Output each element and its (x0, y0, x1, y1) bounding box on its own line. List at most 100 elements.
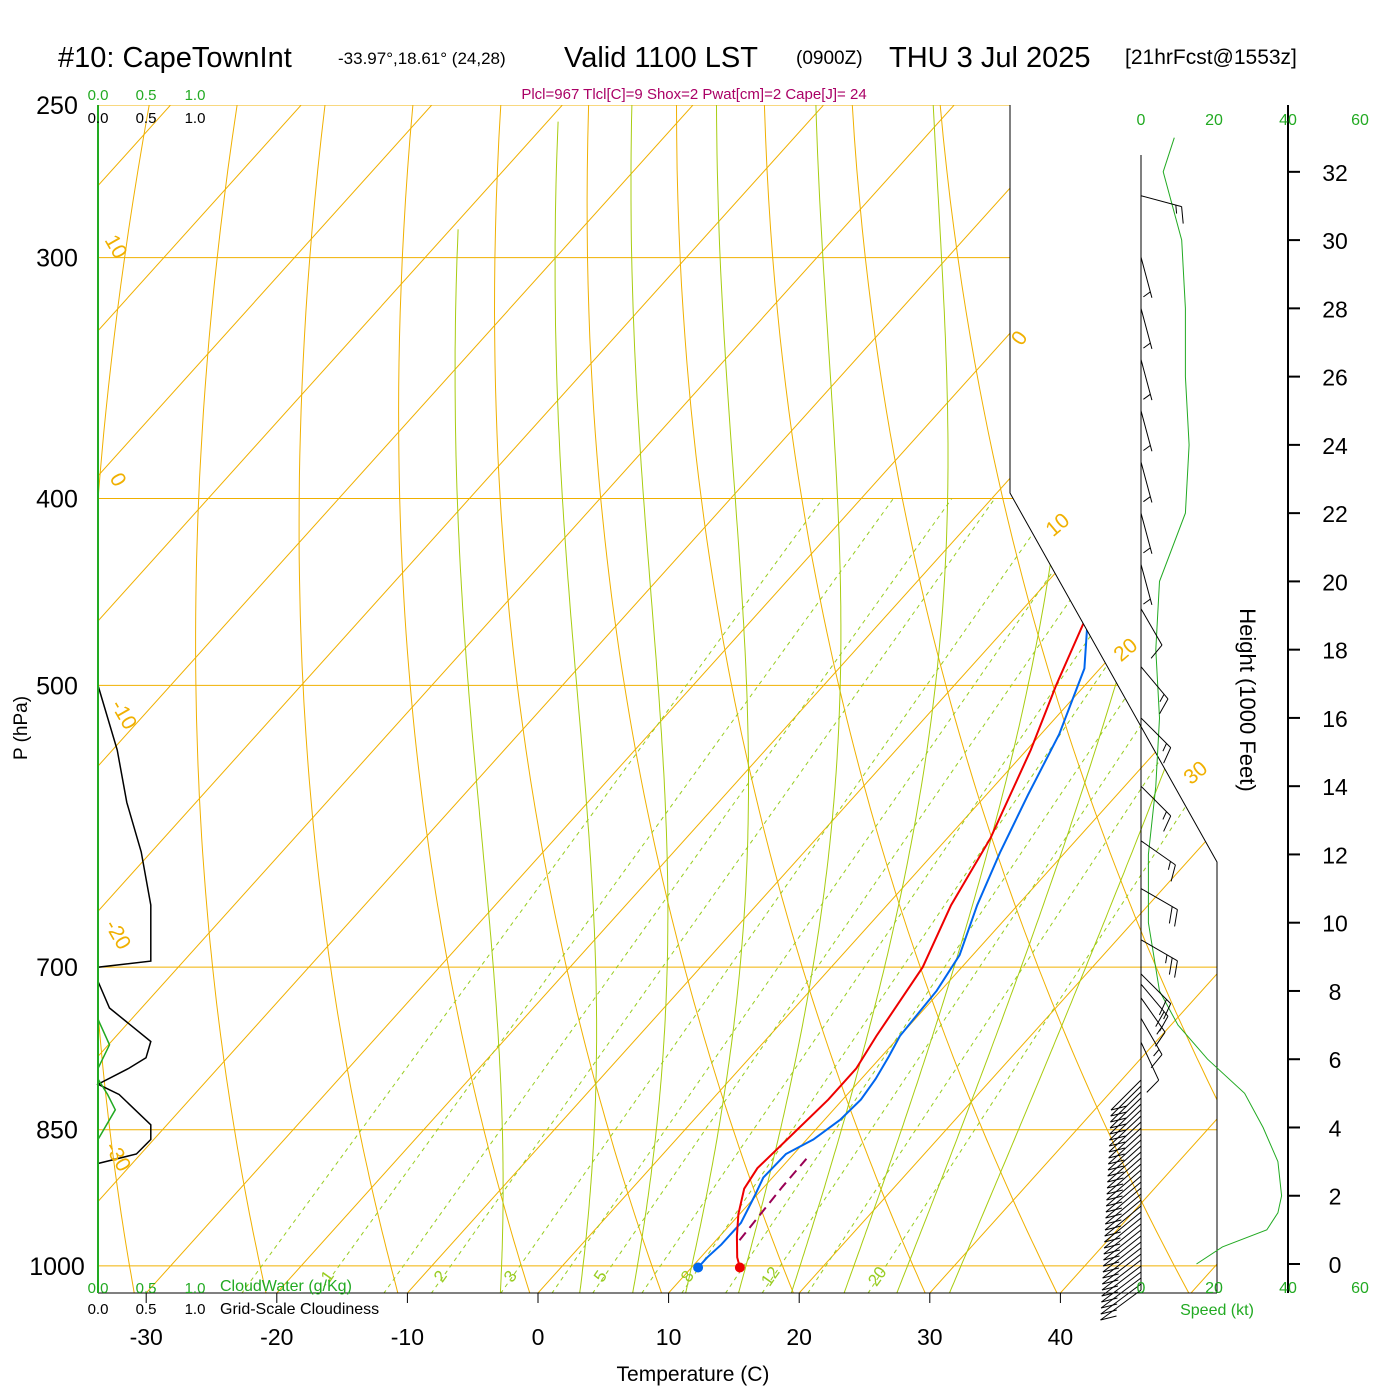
barb-half-flag (1159, 694, 1165, 702)
wind-barb-lowlevel (1107, 1133, 1142, 1165)
cloudwater-label: CloudWater (g/Kg) (220, 1278, 352, 1295)
valid-time: Valid 1100 LST (564, 42, 758, 74)
barb-staff (1140, 308, 1153, 350)
barb-flag (1163, 1003, 1172, 1020)
moist-adiabat (943, 105, 1217, 1293)
barb-staff (1108, 1121, 1142, 1153)
barb-staff (1140, 1018, 1163, 1055)
wind-barb (1140, 840, 1176, 882)
speed-tick-top: 0 (1137, 112, 1146, 129)
barb-staff (1109, 1103, 1142, 1135)
barb-staff (1101, 1271, 1142, 1303)
dry-adiabat (675, 105, 932, 1293)
barb-staff (1100, 1277, 1142, 1309)
wind-barb-lowlevel (1101, 1271, 1142, 1303)
barb-staff (1106, 1157, 1142, 1189)
height-tick-label: 30 (1322, 228, 1348, 254)
barb-staff (1101, 1265, 1142, 1297)
barb-staff (1140, 513, 1153, 554)
barb-staff (1109, 1109, 1142, 1141)
cloudiness-tick-top: 0.0 (88, 110, 109, 127)
pressure-tick-label: 850 (36, 1117, 78, 1145)
cloudwater-tick-top: 1.0 (185, 87, 206, 104)
barb-half-flag (1162, 743, 1167, 752)
valid-zulu: (0900Z) (796, 48, 863, 69)
isotherm (264, 105, 1217, 1293)
mixing-ratio-line (752, 498, 1217, 1293)
barb-flag (1168, 906, 1173, 924)
barb-half-flag (1162, 811, 1167, 820)
moist-adiabat (629, 105, 669, 1293)
surface-dewpoint-dot (693, 1262, 704, 1273)
x-axis-title: Temperature (C) (617, 1363, 770, 1386)
wind-barb-lowlevel (1102, 1247, 1142, 1279)
barb-staff (1140, 717, 1172, 748)
x-tick-label: 10 (656, 1324, 682, 1350)
wind-barb (1140, 461, 1153, 503)
wind-barb-lowlevel (1108, 1121, 1142, 1153)
dry-adiabat (936, 105, 1217, 1293)
mixing-ratio-line (231, 498, 824, 1293)
mixing-ratio-label: 20 (864, 1263, 890, 1289)
barb-half-flag (1143, 291, 1151, 298)
barb-flag (1155, 1011, 1165, 1027)
dry-adiabat (398, 105, 535, 1293)
cloudiness-tick-top: 0.5 (136, 110, 157, 127)
barb-half-flag (1143, 393, 1151, 400)
barb-staff (1140, 840, 1176, 866)
temperature-trace (735, 153, 1217, 1268)
barb-staff (1106, 1163, 1142, 1195)
barb-flag (1104, 1225, 1122, 1231)
mixing-ratio-label: 2 (430, 1267, 451, 1286)
wind-barb (1140, 1041, 1160, 1093)
isotherm (98, 105, 333, 1293)
mixing-ratio-label: 5 (590, 1267, 611, 1286)
wind-barb (1140, 888, 1178, 927)
barb-staff (1101, 1253, 1142, 1285)
barb-flag (1102, 1273, 1119, 1279)
y-axis-title: P (hPa) (11, 696, 32, 760)
mixing-ratio-line (716, 498, 1217, 1293)
barb-flag (1106, 1201, 1123, 1207)
height-tick-label: 26 (1322, 365, 1348, 391)
wind-barb (1140, 564, 1153, 606)
cloudwater-tick-bottom: 1.0 (185, 1280, 206, 1297)
barb-staff (1103, 1223, 1142, 1255)
valid-date: THU 3 Jul 2025 (889, 42, 1091, 74)
barb-staff (1140, 939, 1178, 962)
barb-flag (1103, 1255, 1120, 1261)
x-tick-label: 40 (1048, 1324, 1074, 1350)
isotherm (98, 105, 855, 1293)
cloudiness-trace (96, 685, 152, 1169)
mixing-ratio-line (858, 498, 1217, 1293)
cloud-panel (96, 685, 152, 1169)
mixing-ratio-line (672, 498, 1217, 1293)
barb-staff (1109, 1097, 1142, 1129)
barb-staff (1103, 1229, 1142, 1261)
barb-staff (1140, 983, 1169, 1017)
barb-staff (1105, 1181, 1142, 1213)
wind-barb-lowlevel (1103, 1229, 1142, 1261)
cloudwater-trace (97, 1018, 117, 1150)
barb-staff (1104, 1211, 1142, 1243)
wind-barb (1140, 195, 1184, 224)
moist-adiabat (454, 229, 504, 1293)
pressure-tick-label: 250 (36, 92, 78, 120)
barb-flag (1101, 1285, 1119, 1291)
dry-adiabat (298, 105, 403, 1293)
height-axis-title: Height (1000 Feet) (1235, 608, 1260, 791)
pressure-tick-label: 500 (36, 672, 78, 700)
wind-barb-lowlevel (1109, 1109, 1142, 1141)
wind-barb-lowlevel (1110, 1079, 1142, 1111)
barb-flag (1150, 1054, 1163, 1069)
wind-barb (1140, 666, 1169, 715)
isotherm (98, 105, 463, 1293)
dewpoint-trace (697, 153, 1217, 1269)
wind-barb-lowlevel (1110, 1085, 1142, 1117)
barb-staff (1105, 1187, 1142, 1219)
pressure-tick-label: 700 (36, 954, 78, 982)
x-tick-label: 20 (786, 1324, 812, 1350)
wind-barb (1140, 939, 1178, 978)
dry-adiabat (586, 105, 800, 1293)
